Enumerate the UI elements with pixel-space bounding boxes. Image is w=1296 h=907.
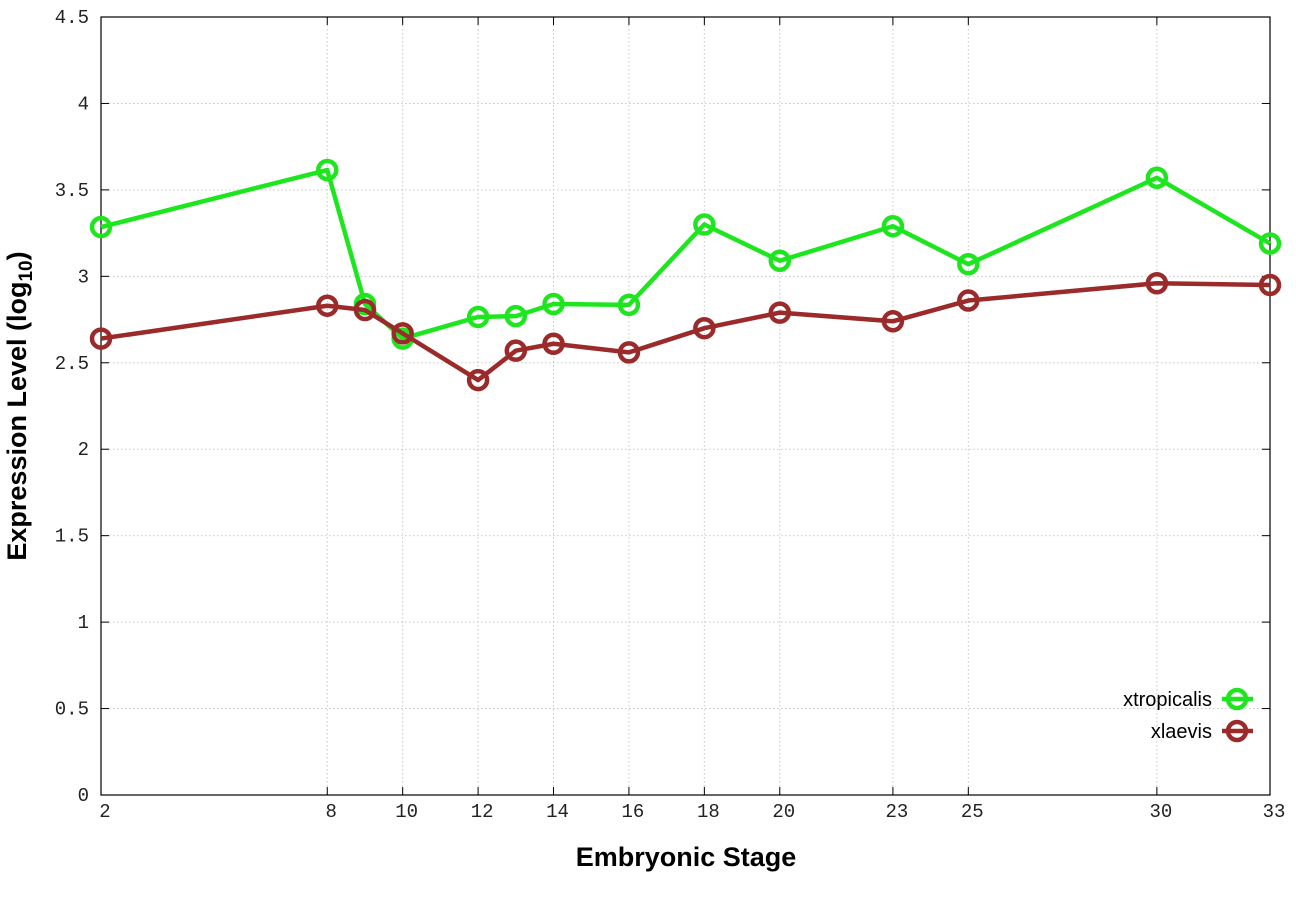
- y-tick-label: 2: [78, 439, 89, 461]
- y-tick-label: 3: [78, 266, 89, 288]
- y-tick-label: 4.5: [55, 7, 89, 29]
- x-tick-label: 18: [697, 801, 720, 823]
- point: [617, 341, 641, 364]
- legend-marker: [1225, 719, 1249, 743]
- point: [391, 322, 414, 345]
- x-axis-label: Embryonic Stage: [576, 842, 797, 872]
- x-tick-label: 8: [326, 801, 337, 823]
- point: [957, 252, 980, 276]
- point: [881, 310, 905, 333]
- point: [542, 332, 565, 356]
- y-tick-label: 0: [78, 785, 89, 807]
- legend-label: xlaevis: [1151, 721, 1212, 743]
- point: [466, 305, 490, 329]
- point: [693, 316, 716, 340]
- x-tick-label: 10: [395, 801, 418, 823]
- y-tick-label: 2.5: [55, 353, 89, 375]
- y-tick-label: 0.5: [55, 699, 89, 721]
- legend-marker: [1225, 687, 1249, 711]
- series-line: [100, 280, 1271, 383]
- x-tick-label: 12: [471, 801, 494, 823]
- point: [504, 304, 528, 328]
- point: [693, 213, 716, 236]
- point: [504, 339, 528, 362]
- point: [617, 293, 641, 317]
- point: [353, 298, 377, 322]
- point: [316, 158, 339, 182]
- x-tick-label: 16: [622, 801, 645, 823]
- point: [768, 301, 792, 324]
- point: [1145, 166, 1169, 190]
- y-axis-label: Expression Level (log10): [2, 251, 37, 560]
- y-tick-label: 3.5: [55, 180, 89, 202]
- y-axis-label-end: ): [2, 251, 32, 260]
- point: [1258, 232, 1282, 255]
- legend-label: xtropicalis: [1123, 689, 1212, 711]
- x-tick-label: 14: [546, 801, 569, 823]
- point: [316, 294, 339, 317]
- y-tick-label: 4: [78, 93, 89, 115]
- y-axis-label-text: Expression Level (log: [2, 282, 32, 561]
- point: [1258, 273, 1282, 297]
- x-tick-label: 23: [885, 801, 908, 823]
- point: [542, 292, 565, 316]
- y-axis-label-sub: 10: [16, 260, 37, 281]
- point: [881, 214, 905, 238]
- x-tick-label: 30: [1149, 801, 1172, 823]
- point: [89, 215, 113, 239]
- point: [1145, 271, 1169, 295]
- x-tick-label: 20: [772, 801, 795, 823]
- plot-frame: [100, 16, 1271, 796]
- y-tick-label: 1: [78, 612, 89, 634]
- point: [89, 327, 113, 350]
- x-tick-label: 2: [99, 801, 110, 823]
- point: [466, 368, 490, 392]
- x-tick-label: 25: [961, 801, 984, 823]
- x-tick-label: 33: [1263, 801, 1286, 823]
- point: [957, 289, 980, 312]
- point: [768, 249, 792, 273]
- y-tick-label: 1.5: [55, 526, 89, 548]
